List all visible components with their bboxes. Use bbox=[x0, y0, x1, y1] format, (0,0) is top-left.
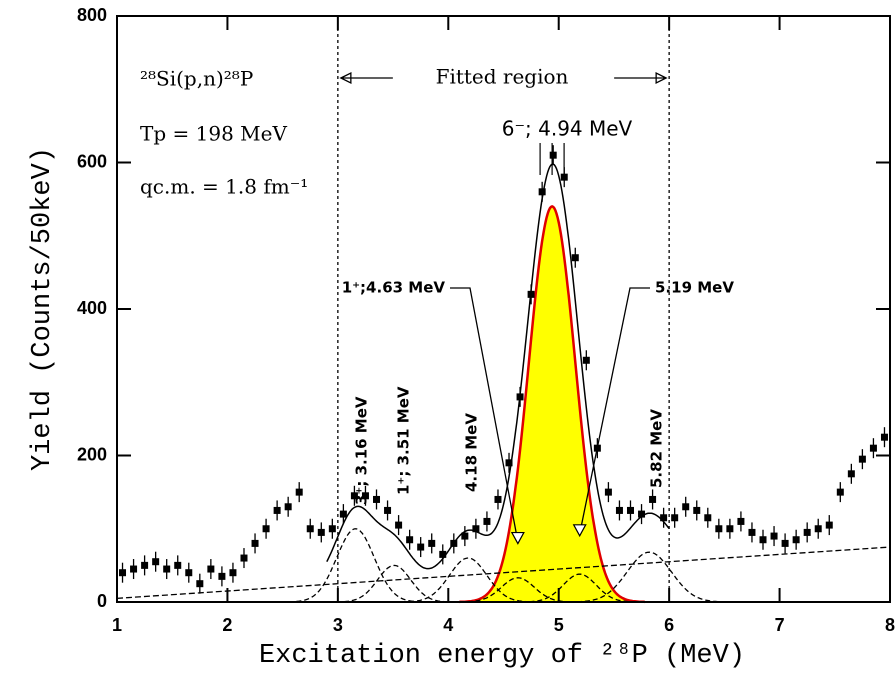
x-tick-label: 2 bbox=[222, 615, 232, 635]
peak-label: 3⁺; 3.16 MeV bbox=[353, 396, 371, 505]
peak-label: 1⁺;4.63 MeV bbox=[342, 279, 446, 297]
component-curve bbox=[280, 528, 431, 603]
x-tick-label: 1 bbox=[112, 615, 122, 635]
x-axis-label: Excitation energy of ²⁸P (MeV) bbox=[259, 641, 745, 671]
peak-label: 1⁺; 3.51 MeV bbox=[395, 386, 413, 495]
y-tick-label: 200 bbox=[77, 444, 107, 464]
y-tick-label: 0 bbox=[97, 591, 107, 611]
peak-arrow bbox=[579, 287, 650, 534]
region-arrow bbox=[614, 71, 668, 85]
reaction-annotation: ²⁸Si(p,n)²⁸P bbox=[140, 67, 253, 91]
fit-curve bbox=[326, 163, 670, 570]
component-curve bbox=[327, 564, 461, 603]
peak-area bbox=[459, 205, 645, 604]
region-arrow bbox=[339, 71, 393, 85]
arrow-head bbox=[572, 524, 587, 538]
momentum-annotation: qc.m. = 1.8 fm⁻¹ bbox=[140, 175, 308, 199]
y-axis-label: Yield (Counts/50keV) bbox=[28, 147, 58, 471]
y-tick-label: 400 bbox=[77, 298, 107, 318]
x-tick-label: 5 bbox=[554, 615, 564, 635]
x-tick-label: 8 bbox=[885, 615, 895, 635]
x-tick-label: 4 bbox=[443, 615, 453, 635]
x-tick-label: 6 bbox=[664, 615, 674, 635]
peak-label: 5.82 MeV bbox=[648, 409, 666, 488]
peak-label: 5.19 MeV bbox=[655, 279, 734, 297]
x-tick-label: 7 bbox=[775, 615, 785, 635]
x-tick-label: 3 bbox=[333, 615, 343, 635]
fitted-region-label: Fitted region bbox=[436, 65, 569, 89]
arrow-head bbox=[510, 531, 525, 545]
peak-arrow bbox=[450, 287, 519, 542]
peak-label: 6⁻; 4.94 MeV bbox=[502, 117, 633, 141]
peak-label: 4.18 MeV bbox=[463, 413, 481, 492]
energy-annotation: Tp = 198 MeV bbox=[140, 122, 287, 146]
y-tick-label: 800 bbox=[77, 5, 107, 25]
component-curve bbox=[560, 551, 738, 603]
component-curve bbox=[393, 557, 544, 603]
y-tick-label: 600 bbox=[77, 151, 107, 171]
plot-frame bbox=[116, 15, 891, 603]
background-line bbox=[116, 546, 891, 599]
